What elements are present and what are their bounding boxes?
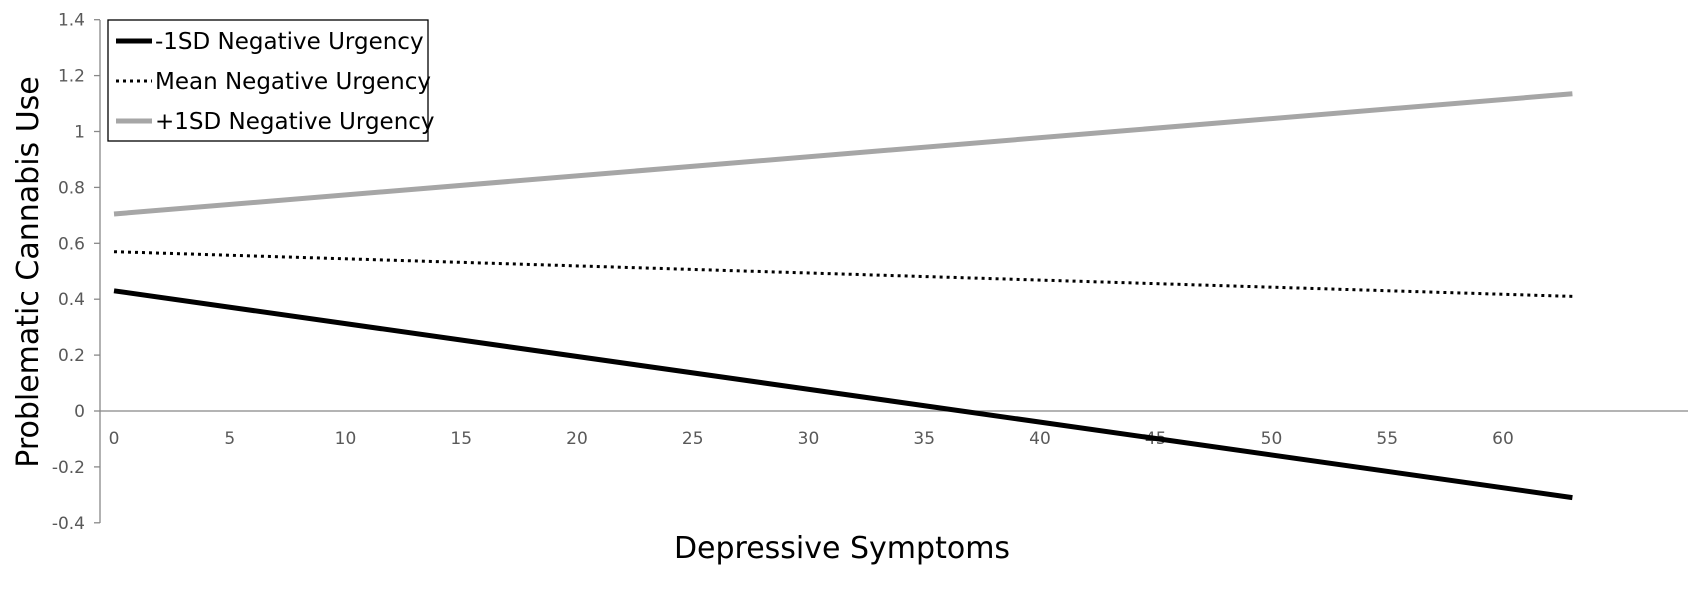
x-tick-label: 25 [682, 429, 704, 449]
axes [99, 20, 1688, 523]
legend-label: -1SD Negative Urgency [155, 29, 424, 55]
y-axis-title: Problematic Cannabis Use [11, 76, 46, 468]
legend-label: Mean Negative Urgency [155, 69, 431, 95]
y-axis-ticks: -0.4 -0.2 0 0.2 0.4 0.6 0.8 1 1.2 1.4 [52, 11, 100, 534]
x-tick-label: 10 [335, 429, 357, 449]
x-tick-label: 55 [1376, 429, 1398, 449]
x-tick-label: 15 [450, 429, 472, 449]
legend: -1SD Negative Urgency Mean Negative Urgen… [107, 19, 435, 142]
x-tick-label: 40 [1029, 429, 1051, 449]
y-tick-label: 0.6 [58, 234, 85, 254]
legend-box [107, 19, 429, 142]
y-tick-label: 1 [74, 123, 85, 143]
x-tick-label: 35 [913, 429, 935, 449]
x-tick-label: 30 [798, 429, 820, 449]
x-tick-label: 5 [224, 429, 235, 449]
x-tick-label: 50 [1261, 429, 1283, 449]
x-tick-label: 60 [1492, 429, 1514, 449]
y-tick-label: -0.4 [52, 514, 85, 534]
series-line-3 [113, 91, 1573, 217]
x-axis-ticks: 0 5 10 15 20 25 30 35 40 45 50 55 60 [109, 429, 1514, 449]
y-tick-label: -0.2 [52, 458, 85, 478]
series-lines [113, 91, 1573, 501]
x-tick-label: 20 [566, 429, 588, 449]
y-tick-label: 0.2 [58, 346, 85, 366]
x-axis-title: Depressive Symptoms [674, 531, 1010, 566]
y-tick-label: 1.2 [58, 67, 85, 87]
series-line-1 [113, 288, 1573, 501]
y-tick-label: 0.4 [58, 290, 85, 310]
x-tick-label: 0 [109, 429, 120, 449]
y-tick-label: 0.8 [58, 178, 85, 198]
legend-label: +1SD Negative Urgency [155, 109, 435, 135]
y-tick-label: 0 [74, 402, 85, 422]
y-tick-label: 1.4 [58, 11, 85, 31]
series-line-2 [113, 250, 1573, 298]
